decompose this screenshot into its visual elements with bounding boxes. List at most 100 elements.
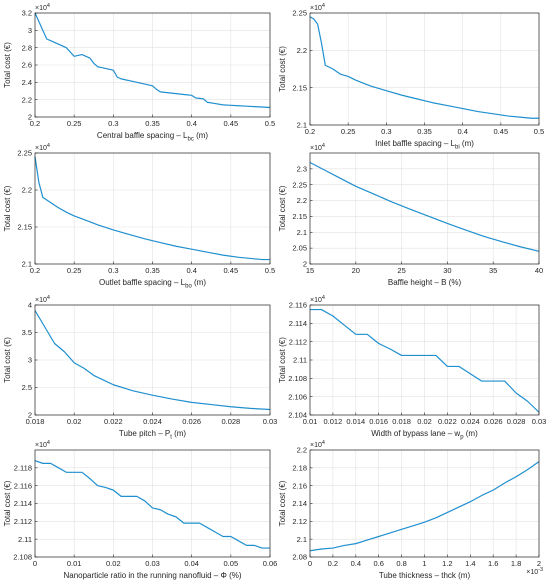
- data-series-line: [34, 460, 270, 549]
- y-tick-label: 2.08: [292, 553, 307, 562]
- y-multiplier-exponent: 4: [47, 143, 50, 149]
- x-tick-label: 0.2: [328, 559, 338, 568]
- x-tick-label: 30: [443, 266, 451, 275]
- x-tick-label: 0.3: [108, 266, 118, 275]
- y-tick-label: 2.2: [297, 46, 307, 55]
- x-tick-label: 0.026: [484, 417, 503, 426]
- x-axis-label-unit: (m): [192, 278, 207, 287]
- y-axis-label: Total cost (€): [3, 185, 12, 231]
- x-tick-label: 0.03: [532, 417, 547, 426]
- y-axis-label: Total cost (€): [3, 42, 12, 88]
- y-tick-label: 2.15: [17, 223, 32, 232]
- x-tick-label: 0.2: [305, 127, 315, 136]
- y-tick-label: 2.108: [288, 374, 307, 383]
- x-axis-label-subscript: bi: [455, 145, 460, 151]
- x-tick-label: 40: [535, 266, 543, 275]
- y-tick-label: 2.1: [297, 535, 307, 544]
- chart-panel-4: 15 20 25 30 35 40 2 2.05 2.1 2.15 2.2 2.25 2.3 Baffle…: [278, 143, 543, 287]
- data-series-line: [310, 308, 540, 413]
- x-tick-label: 0: [33, 559, 37, 568]
- y-axis-multiplier: ×104: [310, 440, 325, 449]
- x-axis-label-main: Outlet baffle spacing – L: [99, 278, 186, 287]
- y-tick-label: 2.2: [297, 446, 307, 455]
- x-axis-label-subscript: bc: [188, 137, 194, 143]
- y-multiplier-exponent: 4: [47, 440, 50, 446]
- y-tick-label: 2.25: [292, 180, 307, 189]
- x-tick-label: 0.028: [221, 417, 240, 426]
- x-tick-label: 0.018: [26, 417, 45, 426]
- data-series-line: [34, 310, 271, 411]
- y-tick-label: 3.2: [22, 9, 32, 18]
- x-axis-label: Tube pitch – Pt (m): [119, 429, 187, 441]
- x-tick-label: 0.04: [184, 559, 199, 568]
- y-tick-label: 2.15: [292, 83, 307, 92]
- y-tick-label: 2.18: [292, 463, 307, 472]
- y-tick-label: 2: [303, 260, 307, 269]
- x-axis-label-main: Central baffle spacing – L: [97, 131, 188, 140]
- x-tick-label: 0.2: [30, 119, 40, 128]
- y-tick-label: 3: [28, 26, 32, 35]
- y-axis-label: Total cost (€): [3, 337, 12, 383]
- x-tick-label: 0.02: [417, 417, 432, 426]
- x-tick-label: 1.2: [442, 559, 452, 568]
- y-tick-label: 2.108: [13, 553, 32, 562]
- x-tick-label: 35: [489, 266, 497, 275]
- y-tick-label: 2.116: [289, 301, 307, 310]
- y-tick-label: 2: [28, 411, 32, 420]
- y-tick-label: 2.2: [297, 196, 307, 205]
- x-tick-label: 0.4: [186, 119, 196, 128]
- x-axis-label: Tube thickness – thck (m): [379, 571, 471, 580]
- data-series-line: [309, 16, 539, 119]
- y-axis-label: Total cost (€): [278, 480, 287, 526]
- chart-panel-7: 0 0.01 0.02 0.03 0.04 0.05 0.06 2.108 2.11 2.112 2…: [3, 440, 277, 580]
- x-multiplier-exponent: -3: [538, 567, 543, 573]
- y-tick-label: 2.118: [14, 463, 32, 472]
- y-tick-label: 2.116: [14, 481, 32, 490]
- y-axis-multiplier: ×104: [310, 143, 325, 152]
- y-tick-label: 3.5: [22, 328, 32, 337]
- x-tick-label: 2: [537, 559, 541, 568]
- x-axis-multiplier: ×10-3: [526, 567, 543, 576]
- y-tick-label: 2.2: [22, 186, 32, 195]
- y-multiplier-base: ×10: [310, 442, 322, 449]
- y-multiplier-base: ×10: [310, 145, 322, 152]
- y-axis-multiplier: ×104: [310, 3, 325, 12]
- y-tick-label: 2.14: [292, 499, 307, 508]
- y-tick-label: 2.1: [22, 260, 32, 269]
- y-axis-multiplier: ×104: [35, 295, 50, 304]
- x-tick-label: 0.018: [392, 417, 411, 426]
- y-tick-label: 2.11: [293, 356, 307, 365]
- x-tick-label: 0.028: [507, 417, 526, 426]
- x-tick-label: 1: [422, 559, 426, 568]
- x-tick-label: 0.026: [182, 417, 201, 426]
- x-tick-label: 0.014: [346, 417, 365, 426]
- x-axis-label: Width of bypass lane – wp (m): [371, 429, 478, 441]
- x-tick-label: 0.2: [30, 266, 40, 275]
- plot-area: [310, 153, 539, 264]
- x-tick-label: 0.45: [224, 266, 239, 275]
- chart-panel-3: 0.2 0.25 0.3 0.35 0.4 0.45 0.5 2.1 2.15 2.2 2.25 Ou…: [3, 143, 275, 290]
- x-tick-label: 0: [308, 559, 312, 568]
- x-axis-label-unit: (m): [194, 131, 209, 140]
- data-series-line: [34, 156, 270, 261]
- y-multiplier-base: ×10: [35, 145, 47, 152]
- x-tick-label: 0.3: [381, 127, 391, 136]
- x-tick-label: 0.6: [373, 559, 383, 568]
- x-axis-label-unit: (m): [460, 139, 475, 148]
- x-tick-label: 20: [352, 266, 360, 275]
- data-series-line: [309, 161, 540, 252]
- x-tick-label: 0.5: [265, 119, 275, 128]
- x-tick-label: 0.35: [145, 119, 160, 128]
- y-tick-label: 2.104: [288, 411, 307, 420]
- x-axis-label-main: Baffle height – B (%): [388, 278, 462, 287]
- x-tick-label: 15: [306, 266, 314, 275]
- y-tick-label: 2.3: [297, 164, 307, 173]
- y-multiplier-exponent: 4: [322, 143, 325, 149]
- chart-panel-8: 0 0.2 0.4 0.6 0.8 1 1.2 1.4 1.6 1.8 2 2.08 2.1 2.12 2.…: [278, 440, 543, 580]
- data-series-line: [34, 12, 271, 109]
- x-tick-label: 0.5: [534, 127, 544, 136]
- x-tick-label: 25: [397, 266, 405, 275]
- x-axis-label-main: Width of bypass lane – w: [371, 429, 460, 438]
- y-tick-label: 2.25: [292, 9, 307, 18]
